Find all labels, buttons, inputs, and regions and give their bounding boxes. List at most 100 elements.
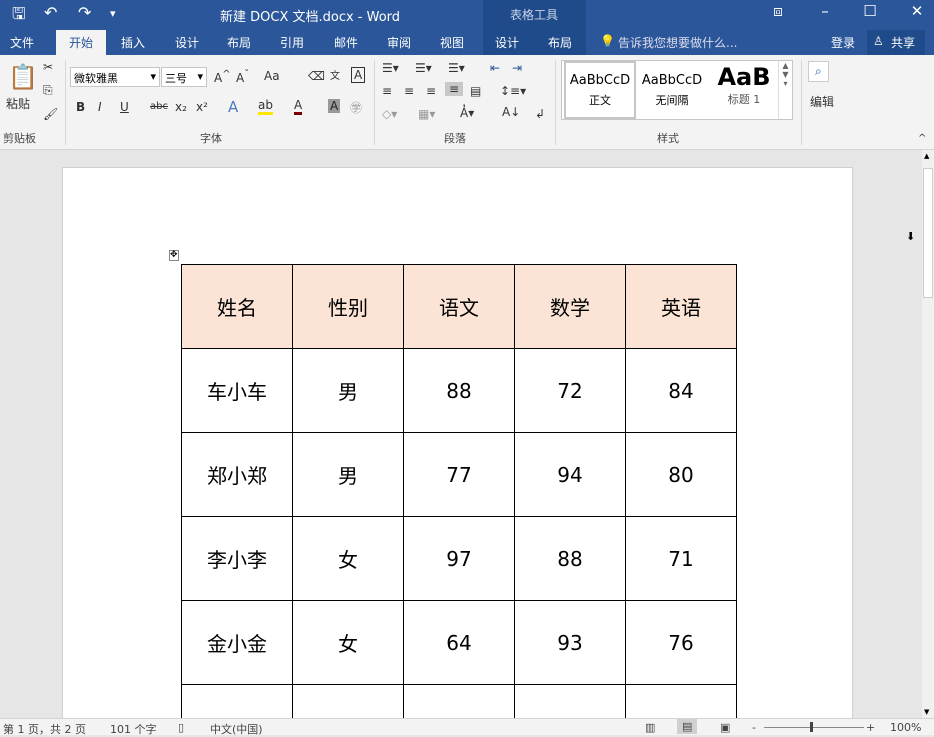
font-name-select[interactable]: 微软雅黑 ▾ (70, 67, 160, 87)
phonetic-icon[interactable]: 文 (330, 71, 340, 82)
web-layout-icon[interactable]: ▣ (720, 721, 731, 734)
table-cell[interactable] (181, 684, 293, 718)
show-marks-icon[interactable]: ↲ (535, 107, 546, 121)
save-icon[interactable]: 🖫 (12, 4, 26, 23)
align-right-icon[interactable]: ≡ (426, 84, 437, 98)
shading-icon[interactable]: ◇▾ (382, 107, 398, 121)
scroll-thumb[interactable] (923, 168, 933, 298)
justify-icon[interactable]: ≡ (445, 82, 464, 96)
increase-indent-icon[interactable]: ⇥ (512, 61, 523, 75)
zoom-level[interactable]: 100% (890, 721, 922, 734)
bullets-icon[interactable]: ☰▾ (382, 61, 399, 75)
strikethrough-icon[interactable]: abc (150, 101, 168, 112)
font-color-icon[interactable]: A (294, 98, 303, 115)
format-painter-icon[interactable]: 🖌 (43, 107, 59, 121)
zoom-in-icon[interactable]: + (866, 721, 876, 734)
tell-me-input[interactable]: 告诉我您想要做什么... (618, 36, 738, 50)
superscript-icon[interactable]: x² (196, 100, 208, 114)
table-cell[interactable]: 数学 (514, 264, 626, 349)
table-cell[interactable]: 88 (514, 516, 626, 601)
tab-mailings[interactable]: 邮件 (334, 36, 359, 50)
table-move-handle-icon[interactable]: ✥ (169, 250, 179, 261)
table-cell[interactable]: 金小金 (181, 600, 293, 685)
clear-format-icon[interactable]: ⌫ (308, 69, 325, 83)
numbering-icon[interactable]: ☰▾ (415, 61, 432, 75)
italic-icon[interactable]: I (98, 100, 102, 114)
zoom-slider-thumb[interactable] (810, 722, 813, 732)
table-cell[interactable]: 男 (292, 432, 404, 517)
font-size-select[interactable]: 三号 ▾ (161, 67, 207, 87)
borders-icon[interactable]: ▦▾ (418, 107, 436, 121)
table-cell[interactable]: 97 (403, 516, 515, 601)
char-border-icon[interactable]: A (351, 67, 366, 83)
tab-table-layout[interactable]: 布局 (548, 36, 573, 50)
multilevel-list-icon[interactable]: ☰▾ (448, 61, 465, 75)
tab-insert[interactable]: 插入 (121, 36, 146, 50)
share-button[interactable]: ♙ 共享 (867, 30, 925, 55)
chinese-layout-icon[interactable]: A̓▾ (460, 106, 475, 120)
table-cell[interactable]: 72 (514, 348, 626, 433)
tab-home[interactable]: 开始 (56, 30, 107, 55)
table-cell[interactable]: 88 (403, 348, 515, 433)
table-cell[interactable]: 车小车 (181, 348, 293, 433)
change-case-button[interactable]: Aa (264, 69, 280, 83)
table-cell[interactable]: 郑小郑 (181, 432, 293, 517)
table-cell[interactable]: 80 (625, 432, 737, 517)
underline-icon[interactable]: U (120, 100, 129, 114)
table-cell[interactable]: 李小李 (181, 516, 293, 601)
tab-layout[interactable]: 布局 (227, 36, 252, 50)
close-icon[interactable]: ✕ (910, 2, 924, 20)
proofing-icon[interactable]: ▯ (178, 721, 185, 734)
undo-icon[interactable]: ↶ (44, 3, 58, 22)
line-spacing-icon[interactable]: ↕≡▾ (500, 84, 527, 98)
tab-references[interactable]: 引用 (280, 36, 305, 50)
table-cell[interactable]: 女 (292, 516, 404, 601)
decrease-indent-icon[interactable]: ⇤ (490, 61, 501, 75)
table-cell[interactable]: 94 (514, 432, 626, 517)
language[interactable]: 中文(中国) (210, 723, 263, 736)
tab-file[interactable]: 文件 (10, 36, 35, 50)
maximize-icon[interactable]: ☐ (863, 2, 877, 20)
table-cell[interactable]: 男 (292, 348, 404, 433)
style-normal[interactable]: AaBbCcD 正文 (564, 61, 636, 119)
table-cell[interactable]: 姓名 (181, 264, 293, 349)
print-layout-icon[interactable]: ▤ (677, 719, 698, 734)
minimize-icon[interactable]: – (821, 2, 829, 20)
distributed-icon[interactable]: ▤ (470, 84, 482, 98)
zoom-slider[interactable] (764, 727, 864, 728)
style-no-spacing[interactable]: AaBbCcD 无间隔 (641, 73, 703, 107)
grow-font-icon[interactable]: A^ (214, 69, 231, 85)
collapse-ribbon-icon[interactable]: ^ (918, 133, 927, 144)
highlight-icon[interactable]: ab (258, 98, 273, 115)
redo-icon[interactable]: ↷ (78, 3, 92, 22)
table-cell[interactable]: 77 (403, 432, 515, 517)
page-count[interactable]: 第 1 页，共 2 页 (3, 723, 86, 736)
ribbon-display-icon[interactable]: ⧈ (773, 2, 783, 20)
login-link[interactable]: 登录 (831, 36, 856, 50)
paste-icon[interactable]: 📋 (8, 63, 38, 91)
table-cell[interactable]: 76 (625, 600, 737, 685)
text-effects-icon[interactable]: A (228, 98, 239, 116)
align-center-icon[interactable]: ≡ (404, 84, 415, 98)
paste-button[interactable]: 粘贴 (6, 97, 31, 111)
table-cell[interactable] (403, 684, 515, 718)
subscript-icon[interactable]: x₂ (175, 100, 187, 114)
customize-qat-icon[interactable]: ▾ (110, 7, 116, 20)
table-cell[interactable]: 语文 (403, 264, 515, 349)
bold-icon[interactable]: B (76, 100, 86, 114)
table-cell[interactable] (292, 684, 404, 718)
tab-design[interactable]: 设计 (175, 36, 200, 50)
sort-icon[interactable]: A↓ (502, 105, 521, 119)
enclose-char-icon[interactable]: ㊫ (350, 101, 363, 115)
table-cell[interactable]: 93 (514, 600, 626, 685)
styles-scroll[interactable]: ▲ ▼ ▾ (778, 61, 792, 119)
shrink-font-icon[interactable]: Aˇ (236, 69, 250, 85)
table-cell[interactable]: 71 (625, 516, 737, 601)
read-mode-icon[interactable]: ▥ (645, 721, 656, 734)
char-shading-icon[interactable]: A (328, 99, 341, 113)
table-cell[interactable]: 英语 (625, 264, 737, 349)
table-cell[interactable]: 84 (625, 348, 737, 433)
style-heading-1[interactable]: AaB 标题 1 (717, 63, 771, 106)
word-count[interactable]: 101 个字 (110, 723, 157, 736)
tab-view[interactable]: 视图 (440, 36, 465, 50)
